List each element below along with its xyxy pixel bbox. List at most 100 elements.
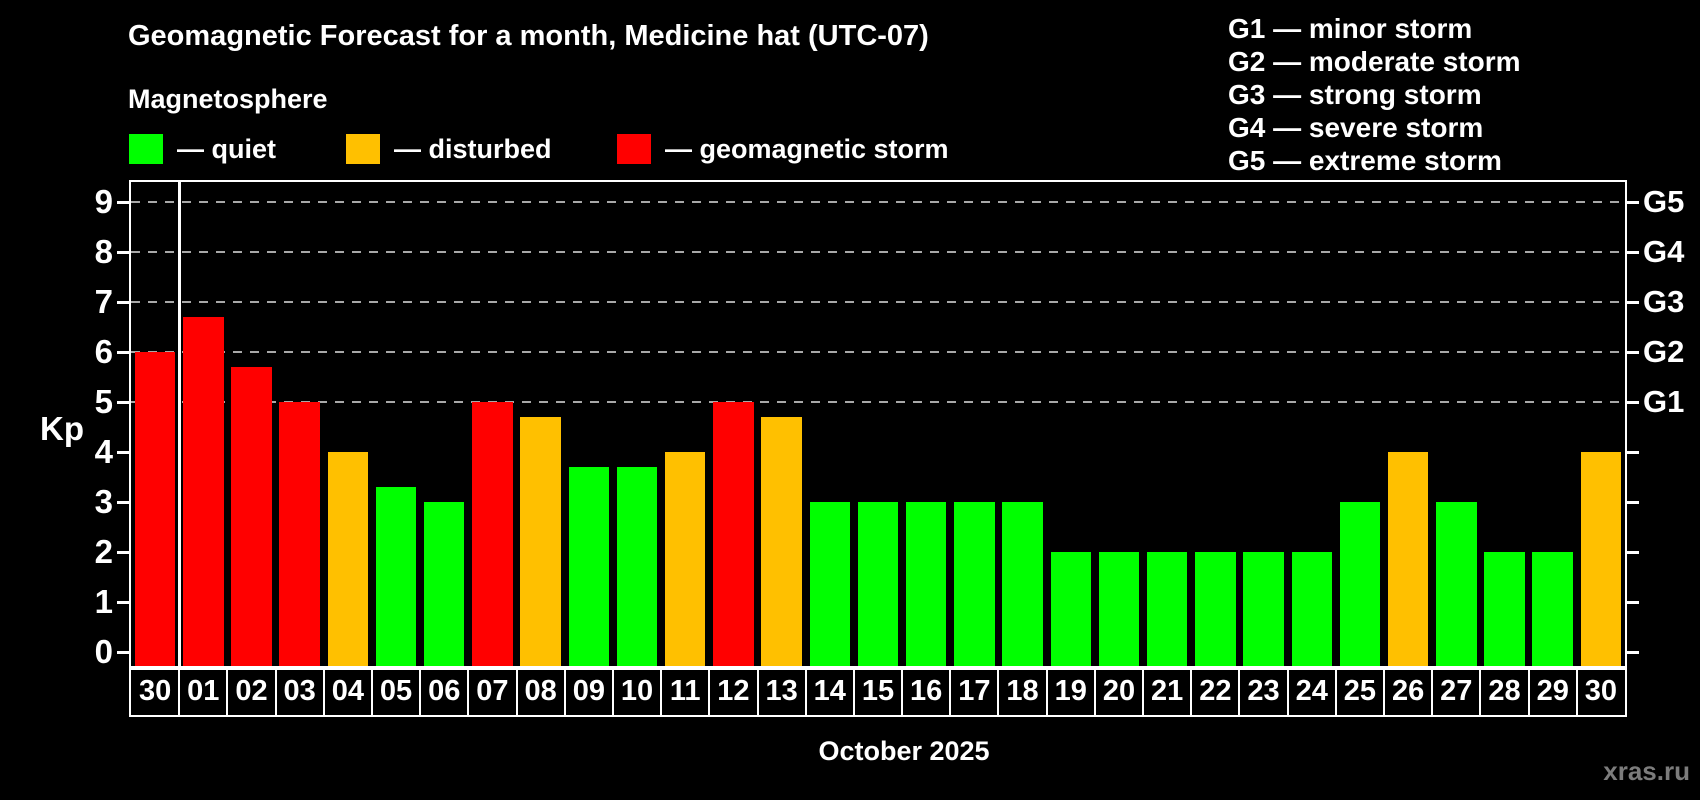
day-box-divider [1238,668,1241,715]
day-label: 17 [958,675,991,707]
g-legend-line: G4 — severe storm [1228,112,1484,143]
kp-bar-day-26 [1387,452,1429,668]
y-axis-tick-right [1625,300,1639,304]
day-label: 30 [138,675,172,707]
kp-bar-day-13 [761,417,802,668]
day-label: 23 [1247,675,1280,707]
day-box-divider [1142,668,1145,715]
y-axis-tick-left [117,200,131,204]
day-label: 05 [379,675,413,707]
day-label: 12 [717,675,750,707]
day-box-divider [708,668,711,715]
y-axis-label: 2 [94,533,113,570]
kp-bar-day-29 [1532,552,1573,668]
day-box-divider [1383,668,1386,715]
kp-bar-day-01 [183,317,224,668]
g-legend-line: G2 — moderate storm [1228,46,1521,77]
day-label: 02 [235,675,268,707]
kp-bar-day-10 [616,467,658,668]
y-axis-tick-left [117,250,131,254]
day-box-divider [322,668,325,715]
day-label: 25 [1343,675,1377,707]
y-axis-label: 9 [94,183,113,220]
legend-item-label: — quiet [177,133,276,164]
gridline-kp9 [131,201,1625,203]
day-box-divider [1575,668,1578,715]
disturbed-swatch [346,134,380,164]
day-label: 14 [813,675,846,707]
day-box-divider [515,668,518,715]
y-axis-tick-left [117,550,131,554]
day-label: 10 [620,675,654,707]
y-axis-tick-right [1625,250,1639,254]
kp-bar-day-15 [857,502,899,668]
day-box-divider [563,668,566,715]
day-label: 13 [765,675,798,707]
y-axis-tick-left [117,350,131,354]
legend-item-disturbed: — disturbed [346,134,552,164]
day-box-divider [1190,668,1193,715]
day-label: 11 [669,675,701,707]
kp-bar-day-24 [1291,552,1332,668]
kp-bar-day-02 [231,367,272,668]
y-axis-label: 0 [94,633,113,670]
legend-item-quiet: — quiet [129,134,276,164]
day-box-divider [852,668,855,715]
day-box-divider [1045,668,1048,715]
legend-item-storm: — geomagnetic storm [617,134,949,164]
day-box-divider [804,668,807,715]
day-label: 19 [1054,675,1087,707]
day-label: 18 [1006,675,1039,707]
day-box-divider [901,668,904,715]
day-box-divider [1093,668,1096,715]
day-label: 08 [524,675,557,707]
page-title: Geomagnetic Forecast for a month, Medici… [128,20,929,52]
day-label: 27 [1440,675,1473,707]
month-separator-line [177,182,181,668]
g-scale-legend: G1 — minor storm G2 — moderate storm G3 — … [1228,12,1521,177]
day-label: 06 [428,675,461,707]
day-box-divider [949,668,952,715]
kp-axis-label: Kp [40,410,84,447]
kp-bar-day-14 [809,502,851,668]
kp-bar-day-20 [1098,552,1140,668]
day-box-divider [611,668,614,715]
kp-bar-day-16 [905,502,947,668]
day-box-divider [1286,668,1289,715]
day-box-divider [370,668,373,715]
gridline-kp7 [131,301,1625,303]
y-axis-tick-right [1625,350,1639,354]
g-axis-label: G4 [1643,234,1685,269]
day-box-divider [1479,668,1482,715]
kp-bar-day-22 [1195,552,1236,668]
gridline-kp6 [131,351,1625,353]
y-axis-label: 1 [94,583,113,620]
day-label: 09 [572,675,605,707]
kp-bar-day-30 [1580,452,1622,668]
kp-bar-day-21 [1146,552,1188,668]
day-label: 29 [1536,675,1569,707]
kp-bar-day-03 [279,402,320,668]
y-axis-tick-right [1625,500,1639,504]
storm-swatch [617,134,651,164]
y-axis-tick-left [117,450,131,454]
kp-bar-day-23 [1243,552,1284,668]
day-box-divider [467,668,470,715]
day-label: 07 [476,675,509,707]
y-axis-tick-left [117,400,131,404]
y-axis-label: 4 [94,433,113,470]
kp-bar-day-04 [327,452,369,668]
day-label: 01 [187,675,220,707]
day-box-divider [1334,668,1337,715]
legend-item-label: — geomagnetic storm [665,133,949,164]
kp-bar-day-12 [713,402,754,668]
day-label: 26 [1391,675,1425,707]
day-box-divider [660,668,663,715]
g-legend-line: G3 — strong storm [1228,79,1482,110]
y-axis-tick-left [117,500,131,504]
y-axis-tick-right [1625,450,1639,454]
day-label: 21 [1151,675,1184,707]
kp-bar-day-08 [520,417,561,668]
day-label: 22 [1199,675,1232,707]
